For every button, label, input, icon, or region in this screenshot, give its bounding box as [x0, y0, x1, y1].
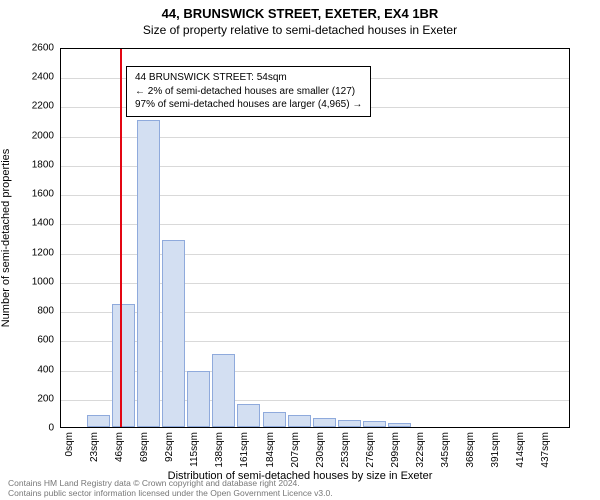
y-tick-label: 600 — [0, 335, 54, 346]
histogram-bar — [363, 421, 386, 427]
histogram-bar — [338, 420, 361, 427]
histogram-bar — [288, 415, 311, 427]
y-tick-label: 0 — [0, 423, 54, 434]
copyright-footer: Contains HM Land Registry data © Crown c… — [8, 478, 333, 498]
histogram-bar — [263, 412, 286, 427]
histogram-bar — [162, 240, 185, 427]
annotation-line-1: 44 BRUNSWICK STREET: 54sqm — [135, 71, 362, 85]
histogram-bar — [187, 371, 210, 427]
annotation-panel: 44 BRUNSWICK STREET: 54sqm ← 2% of semi-… — [126, 66, 371, 117]
y-tick-label: 1200 — [0, 247, 54, 258]
footer-line-2: Contains public sector information licen… — [8, 488, 333, 498]
histogram-bar — [388, 423, 411, 427]
histogram-bar — [313, 418, 336, 427]
y-tick-label: 1600 — [0, 189, 54, 200]
y-axis-label: Number of semi-detached properties — [0, 149, 12, 328]
histogram-bar — [112, 304, 135, 427]
y-tick-label: 1000 — [0, 276, 54, 287]
annotation-line-3: 97% of semi-detached houses are larger (… — [135, 98, 362, 112]
y-tick-label: 800 — [0, 306, 54, 317]
histogram-bar — [87, 415, 110, 427]
y-tick-label: 1400 — [0, 218, 54, 229]
y-tick-label: 2200 — [0, 101, 54, 112]
histogram-chart: 44 BRUNSWICK STREET: 54sqm ← 2% of semi-… — [60, 48, 570, 428]
histogram-bar — [237, 404, 260, 427]
footer-line-1: Contains HM Land Registry data © Crown c… — [8, 478, 333, 488]
page-title-1: 44, BRUNSWICK STREET, EXETER, EX4 1BR — [0, 6, 600, 21]
y-tick-label: 2400 — [0, 72, 54, 83]
annotation-line-2: ← 2% of semi-detached houses are smaller… — [135, 85, 362, 99]
page-title-2: Size of property relative to semi-detach… — [0, 23, 600, 37]
y-tick-label: 1800 — [0, 159, 54, 170]
y-tick-label: 2000 — [0, 130, 54, 141]
y-tick-label: 200 — [0, 393, 54, 404]
histogram-bar — [137, 120, 160, 427]
y-tick-label: 2600 — [0, 43, 54, 54]
reference-line — [120, 49, 122, 427]
histogram-bar — [212, 354, 235, 427]
y-tick-label: 400 — [0, 364, 54, 375]
